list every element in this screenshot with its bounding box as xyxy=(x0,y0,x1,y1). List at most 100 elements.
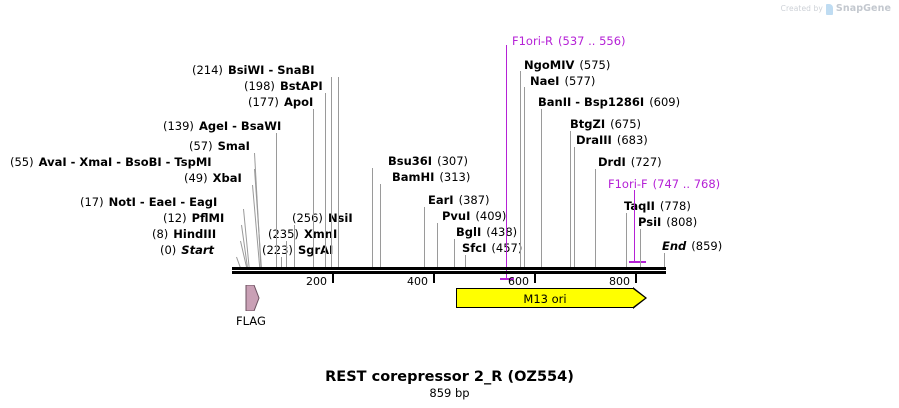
feature-m13-ori-body[interactable] xyxy=(456,288,634,308)
enzyme-name: ApoI xyxy=(283,95,314,109)
snapgene-watermark: Created by SnapGene xyxy=(780,3,891,15)
ruler-tick-400 xyxy=(433,274,435,283)
enzyme-position: (727) xyxy=(630,155,662,169)
page-title: REST corepressor 2_R (OZ554) xyxy=(325,369,574,385)
enzyme-label-ngomiv[interactable]: NgoMIV (575) xyxy=(524,59,610,71)
enzyme-name: XbaI xyxy=(212,171,242,185)
leader-line-bsu36i xyxy=(372,168,373,269)
enzyme-label-avai-xmai-bsobi-tspmi[interactable]: (55) AvaI - XmaI - BsoBI - TspMI xyxy=(10,156,212,168)
marker-position: (0) xyxy=(160,243,177,257)
enzyme-label-sfci[interactable]: SfcI(457) xyxy=(462,242,522,254)
feature-position: (747 .. 768) xyxy=(652,177,721,191)
enzyme-name: NsiI xyxy=(327,211,353,225)
enzyme-label-draiii[interactable]: DraIII (683) xyxy=(576,134,648,146)
enzyme-name: SfcI xyxy=(462,241,487,255)
enzyme-label-nsii[interactable]: (256) NsiI xyxy=(292,212,353,224)
enzyme-name: PflMI xyxy=(191,211,225,225)
enzyme-label-naei[interactable]: NaeI (577) xyxy=(530,75,595,87)
enzyme-label-bamhi[interactable]: BamHI (313) xyxy=(392,171,470,183)
enzyme-label-agei-bsawi[interactable]: (139) AgeI - BsaWI xyxy=(163,120,281,132)
enzyme-label-eari[interactable]: EarI (387) xyxy=(428,194,490,206)
ruler-tick-800 xyxy=(635,274,637,283)
feature-label-f1ori-f[interactable]: F1ori-F (747 .. 768) xyxy=(608,178,720,190)
feature-label-f1ori-r[interactable]: F1ori-R (537 .. 556) xyxy=(512,35,626,47)
enzyme-label-xbai[interactable]: (49) XbaI xyxy=(184,172,242,184)
leader-line-taqii xyxy=(626,213,627,269)
enzyme-label-xmni[interactable]: (235) XmnI xyxy=(268,228,337,240)
enzyme-name: BstAPI xyxy=(279,79,323,93)
sequence-backbone-upper xyxy=(232,267,666,270)
enzyme-name: DraIII xyxy=(576,133,612,147)
leader-line-f1ori-r xyxy=(506,45,508,280)
leader-line-agei xyxy=(276,133,277,269)
ruler-label-800: 800 xyxy=(609,275,630,288)
watermark-created-by-text: Created by xyxy=(780,4,823,13)
enzyme-name: HindIII xyxy=(173,227,217,241)
enzyme-label-hindiii[interactable]: (8) HindIII xyxy=(152,228,216,240)
leader-line-eari xyxy=(424,207,425,269)
leader-line-bsiwi xyxy=(331,77,332,269)
feature-m13-ori-arrowhead-fill xyxy=(633,288,645,307)
enzyme-label-drdi[interactable]: DrdI (727) xyxy=(598,156,662,168)
leader-line-sfci xyxy=(465,255,466,269)
leader-line-f1ori-f xyxy=(634,190,636,262)
ruler-label-400: 400 xyxy=(407,275,428,288)
enzyme-name: AvaI - XmaI - BsoBI - TspMI xyxy=(38,155,212,169)
enzyme-name: EarI xyxy=(428,193,454,207)
enzyme-label-banii-bsp1286i[interactable]: BanII - Bsp1286I (609) xyxy=(538,96,680,108)
enzyme-position: (675) xyxy=(610,117,642,131)
enzyme-label-pvui[interactable]: PvuI (409) xyxy=(442,210,506,222)
enzyme-label-apoi[interactable]: (177) ApoI xyxy=(248,96,313,108)
enzyme-label-psii[interactable]: PsiI (808) xyxy=(638,216,697,228)
enzyme-name: NgoMIV xyxy=(524,58,575,72)
marker-name: End xyxy=(662,239,687,253)
ruler-tick-200 xyxy=(332,274,334,283)
leader-line-sgrai xyxy=(281,257,282,269)
leader-line-banii xyxy=(541,109,542,269)
marker-label-start[interactable]: (0) Start xyxy=(160,244,214,256)
leader-line-bstapi xyxy=(325,93,326,269)
snapgene-logo-icon xyxy=(825,4,833,15)
enzyme-name: NaeI xyxy=(530,74,560,88)
leader-line-bgli xyxy=(454,239,455,269)
watermark-brand-text: SnapGene xyxy=(835,3,891,14)
enzyme-position: (577) xyxy=(564,74,596,88)
feature-name: F1ori-R xyxy=(512,34,554,48)
enzyme-name: XmnI xyxy=(303,227,338,241)
enzyme-label-smai[interactable]: (57) SmaI xyxy=(189,140,250,152)
enzyme-position: (609) xyxy=(649,95,681,109)
enzyme-name: AgeI - BsaWI xyxy=(198,119,282,133)
feature-flag[interactable] xyxy=(243,284,261,315)
enzyme-position: (256) xyxy=(292,211,323,225)
enzyme-position: (223) xyxy=(262,243,293,257)
enzyme-label-noti-eaei-eagi[interactable]: (17) NotI - EaeI - EagI xyxy=(80,196,217,208)
enzyme-name: BsiWI - SnaBI xyxy=(227,63,315,77)
leader-line-btgzi xyxy=(570,131,571,269)
enzyme-label-bgli[interactable]: BglI (438) xyxy=(456,226,517,238)
enzyme-label-pflmi[interactable]: (12) PflMI xyxy=(163,212,224,224)
enzyme-name: PvuI xyxy=(442,209,471,223)
enzyme-position: (177) xyxy=(248,95,279,109)
enzyme-name: BglI xyxy=(456,225,482,239)
enzyme-name: TaqII xyxy=(624,199,655,213)
enzyme-position: (313) xyxy=(439,170,471,184)
enzyme-label-taqii[interactable]: TaqII (778) xyxy=(624,200,691,212)
marker-label-end[interactable]: End (859) xyxy=(662,240,722,252)
enzyme-position: (387) xyxy=(458,193,490,207)
enzyme-label-sgrai[interactable]: (223) SgrAI xyxy=(262,244,333,256)
leader-line-snabi xyxy=(338,77,339,269)
enzyme-label-btgzi[interactable]: BtgZI (675) xyxy=(570,118,641,130)
enzyme-name: NotI - EaeI - EagI xyxy=(108,195,218,209)
feature-flag-label: FLAG xyxy=(236,314,266,328)
ruler-tick-600 xyxy=(534,274,536,283)
enzyme-position: (808) xyxy=(666,215,698,229)
enzyme-name: BtgZI xyxy=(570,117,606,131)
enzyme-label-bsiwi-snabi[interactable]: (214) BsiWI - SnaBI xyxy=(192,64,315,76)
enzyme-label-bsu36i[interactable]: Bsu36I (307) xyxy=(388,155,468,167)
enzyme-name: DrdI xyxy=(598,155,626,169)
enzyme-label-bstapi[interactable]: (198) BstAPI xyxy=(244,80,323,92)
leader-line-draiii xyxy=(574,147,575,269)
leader-line-ngomiv xyxy=(520,71,521,269)
enzyme-position: (235) xyxy=(268,227,299,241)
enzyme-name: Bsu36I xyxy=(388,154,433,168)
